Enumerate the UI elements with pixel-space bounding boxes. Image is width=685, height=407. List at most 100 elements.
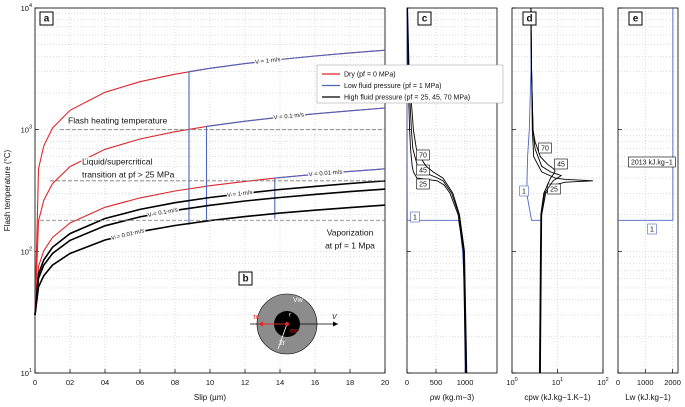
profile-curve [618, 8, 674, 221]
shear-stress-label: τc [253, 314, 260, 321]
profile-curve [407, 7, 468, 374]
tick-label: 1000 [457, 378, 474, 387]
panel-label-box [39, 11, 54, 26]
panel-label-box [522, 11, 537, 26]
curve-label: 25 [419, 181, 427, 188]
panel-label-box [417, 11, 432, 26]
tick-label: 103 [21, 125, 32, 135]
curve-label: V = 0.1 m/s [273, 112, 304, 121]
tick-label: 16 [311, 378, 319, 387]
tick-label: 08 [171, 378, 179, 387]
plot-frame [406, 7, 498, 374]
tick-base: 10 [21, 247, 29, 256]
velocity-label: V [332, 314, 338, 321]
curve-label: 1 [413, 214, 417, 221]
profile-curve [526, 8, 542, 373]
label-box [647, 223, 657, 235]
tick-label: 06 [136, 378, 144, 387]
profile-curve [406, 7, 467, 374]
panel-label: d [526, 14, 532, 25]
normal-stress-label: σc [290, 328, 298, 335]
tick-exponent: 2 [29, 247, 32, 253]
label-box [416, 164, 430, 176]
x-axis-label: ρw (kg.m−3) [430, 393, 475, 402]
panel-label: e [633, 14, 639, 25]
annotation: at pf = 1 Mpa [325, 240, 375, 250]
arrow-head [333, 321, 338, 327]
curve [34, 107, 386, 316]
tick-label: 104 [21, 3, 32, 13]
tick-label: 0 [405, 378, 409, 387]
label-box [416, 178, 430, 190]
diameter-label: 2r [279, 340, 286, 347]
curve-label: V = 0.1 m/s [147, 207, 178, 218]
tick-label: 14 [276, 378, 284, 387]
curve-label: 45 [557, 161, 565, 168]
annotation: Flash heating temperature [68, 115, 167, 125]
plot-frame [34, 7, 386, 374]
radius-label: r [289, 312, 292, 319]
panel-label: c [422, 14, 428, 25]
label-box [519, 185, 529, 197]
tick-label: 0 [33, 378, 37, 387]
panel-label-box [628, 11, 643, 26]
curve [34, 180, 386, 316]
tick-label: 0 [616, 378, 620, 387]
legend-label: High fluid pressure (pf = 25, 45, 70 MPa… [344, 94, 470, 101]
profile-curve [406, 7, 467, 374]
tick-base: 06 [136, 378, 144, 387]
tick-label: 18 [346, 378, 354, 387]
panel-label-box [238, 271, 253, 286]
tick-label: 101 [21, 368, 32, 378]
curve [274, 168, 386, 219]
curve [34, 188, 386, 316]
label-box [628, 156, 676, 168]
label-box [538, 142, 552, 154]
label-box [416, 149, 430, 161]
curve-label: 25 [550, 186, 558, 193]
curve-label: 1 [650, 226, 654, 233]
tick-label: 1000 [637, 378, 654, 387]
tick-exponent: 1 [560, 377, 563, 383]
curve [34, 204, 386, 316]
curve-label: 1 [522, 188, 526, 195]
x-axis-label: Slip (µm) [194, 393, 227, 402]
annotation: Vaporization [327, 227, 374, 237]
tick-exponent: 1 [29, 368, 32, 374]
tick-label: 12 [241, 378, 249, 387]
curve [188, 49, 386, 225]
tick-base: 02 [66, 378, 74, 387]
curve-label: V = 1 m/s [227, 190, 253, 199]
tick-base: 10 [21, 4, 29, 13]
curve-label: 2013 kJ.kg−1 [631, 159, 673, 166]
inset-b: b Vw r τc σc V 2r [238, 271, 338, 355]
tick-label: 20 [381, 378, 389, 387]
tick-label: 101 [552, 377, 563, 387]
profile-curve [530, 7, 593, 374]
tick-exponent: 0 [515, 377, 518, 383]
legend-box [316, 64, 504, 104]
center-dot [285, 322, 289, 326]
label-box [410, 211, 420, 223]
panel-label: b [242, 274, 248, 285]
tick-base: 10 [552, 378, 560, 387]
x-axis-label: cpw (kJ.kg−1.K−1) [524, 393, 591, 402]
tick-label: 2000 [664, 378, 681, 387]
annotation: Liquid/supercritical [82, 156, 153, 166]
diameter-line [277, 323, 288, 350]
arrow-head [258, 321, 263, 327]
tick-base: 08 [171, 378, 179, 387]
label-box [554, 158, 568, 170]
legend-label: Dry (pf = 0 MPa) [344, 71, 396, 78]
curve-label: V = 1 m/s [255, 57, 281, 66]
panel-label: a [44, 14, 50, 25]
curve [205, 107, 386, 221]
tick-base: 04 [101, 378, 109, 387]
profile-curve [530, 7, 556, 374]
tick-base: 10 [21, 126, 29, 135]
y-axis-label: Flash temperature (°C) [3, 149, 12, 231]
tick-base: 10 [506, 378, 514, 387]
tick-label: 102 [597, 377, 608, 387]
tick-label: 102 [21, 247, 32, 257]
